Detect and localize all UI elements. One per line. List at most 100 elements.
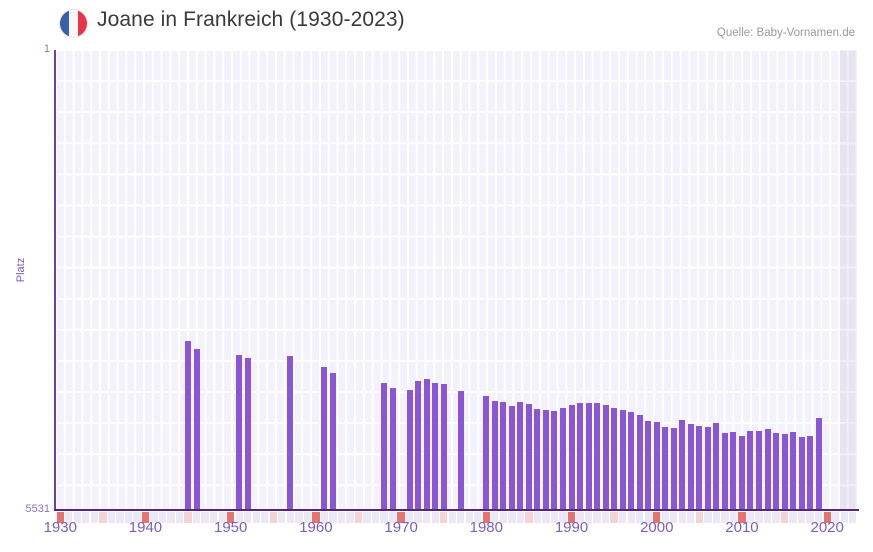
bar xyxy=(500,401,507,510)
x-axis-tick-mark xyxy=(729,512,738,523)
x-axis-tick-mark xyxy=(789,512,797,523)
bar xyxy=(406,390,413,510)
x-axis-tick-mark xyxy=(423,512,431,523)
x-axis-tick-mark xyxy=(661,512,669,523)
bar xyxy=(185,341,192,510)
x-axis-tick-mark xyxy=(712,512,721,523)
x-axis-tick-mark xyxy=(346,512,354,523)
x-axis-tick-mark xyxy=(533,512,542,523)
x-axis-tick-mark xyxy=(746,512,755,523)
x-axis-tick-mark xyxy=(329,512,337,523)
bar xyxy=(508,406,515,510)
y-axis-title: Platz xyxy=(15,257,27,283)
x-axis-tick-mark xyxy=(286,512,294,523)
x-axis-tick-label: 1990 xyxy=(554,519,589,536)
bar xyxy=(679,420,686,510)
x-axis-tick-mark xyxy=(397,512,405,523)
bar xyxy=(738,435,745,510)
x-axis-tick-mark xyxy=(167,512,175,523)
x-axis-tick-mark xyxy=(465,512,473,523)
x-axis-tick-mark xyxy=(619,512,627,523)
x-axis-tick-mark xyxy=(576,512,584,523)
bar xyxy=(440,384,447,510)
bar xyxy=(628,412,635,510)
x-axis-tick-mark xyxy=(491,512,499,523)
y-axis-tick-bottom: 5531 xyxy=(25,503,50,515)
flag-stripe-blue xyxy=(60,10,69,37)
bar xyxy=(577,403,584,510)
bar xyxy=(585,403,592,510)
y-axis-tick-top: 1 xyxy=(43,43,50,55)
x-axis-tick-mark xyxy=(508,512,516,523)
x-axis-tick-mark xyxy=(405,512,414,523)
bars-container xyxy=(56,50,857,510)
x-axis-tick-mark xyxy=(312,512,320,523)
bar xyxy=(662,427,669,510)
x-axis-tick-label: 2020 xyxy=(810,519,844,536)
bar xyxy=(534,409,541,510)
bar xyxy=(602,404,609,510)
bar xyxy=(517,401,524,510)
x-axis-tick-mark xyxy=(218,512,226,523)
x-axis-tick-mark xyxy=(687,512,695,523)
x-axis-tick-mark xyxy=(380,512,388,523)
x-axis-tick-mark xyxy=(201,512,209,523)
x-axis-tick-label: 2000 xyxy=(640,519,674,536)
x-axis-tick-mark xyxy=(670,512,678,523)
x-axis-tick-label: 2010 xyxy=(725,519,759,536)
x-axis-tick-mark xyxy=(610,512,618,523)
x-axis-tick-mark xyxy=(482,512,490,523)
bar xyxy=(815,417,822,510)
x-axis-tick-mark xyxy=(90,512,98,523)
x-axis-tick-mark xyxy=(295,512,303,523)
x-axis-tick-mark xyxy=(755,512,763,523)
x-axis-tick-mark xyxy=(65,512,73,523)
bar xyxy=(713,422,720,510)
x-axis-tick-mark xyxy=(440,512,448,523)
bar xyxy=(670,427,677,510)
x-axis-tick-mark xyxy=(797,512,806,523)
bar xyxy=(773,432,780,510)
bar xyxy=(568,404,575,510)
x-axis-tick-mark xyxy=(414,512,422,523)
x-axis-tick-mark xyxy=(252,512,260,523)
x-axis-tick-mark xyxy=(303,512,312,523)
x-axis-tick-mark xyxy=(738,512,746,523)
x-axis-tick-mark xyxy=(320,512,329,523)
x-axis-tick-mark xyxy=(516,512,525,523)
bar xyxy=(781,434,788,510)
bar xyxy=(594,402,601,510)
x-axis-tick-mark xyxy=(209,512,218,523)
x-axis-tick-mark xyxy=(363,512,371,523)
x-axis-tick-mark xyxy=(82,512,90,523)
x-axis-tick-mark xyxy=(832,512,840,523)
x-axis-tick-mark xyxy=(678,512,686,523)
x-axis-tick-mark xyxy=(150,512,158,523)
x-axis-tick-mark xyxy=(780,512,789,523)
bar xyxy=(764,428,771,510)
x-axis-tick-label: 1980 xyxy=(469,519,503,536)
x-axis-tick-mark xyxy=(627,512,635,523)
x-axis-tick-mark xyxy=(116,512,124,523)
x-axis-tick-mark xyxy=(73,512,81,523)
bar xyxy=(193,348,200,510)
x-axis-tick-mark xyxy=(141,512,150,523)
x-axis-tick-label: 1940 xyxy=(128,519,163,536)
x-axis-tick-mark xyxy=(704,512,712,523)
x-axis-tick-mark xyxy=(559,512,567,523)
bar xyxy=(525,403,532,510)
bar xyxy=(551,411,558,510)
bar xyxy=(721,433,728,510)
bar xyxy=(807,435,814,510)
bar xyxy=(730,431,737,510)
bar xyxy=(645,420,652,510)
x-axis-tick-mark xyxy=(354,512,363,523)
x-axis-tick-mark xyxy=(644,512,652,523)
bar xyxy=(244,357,251,510)
x-axis-tick-mark xyxy=(184,512,192,523)
x-axis-tick-mark xyxy=(823,512,831,523)
bar xyxy=(381,383,388,510)
bar xyxy=(329,373,336,510)
x-axis-tick-mark xyxy=(244,512,252,523)
x-axis-tick-mark xyxy=(542,512,550,523)
